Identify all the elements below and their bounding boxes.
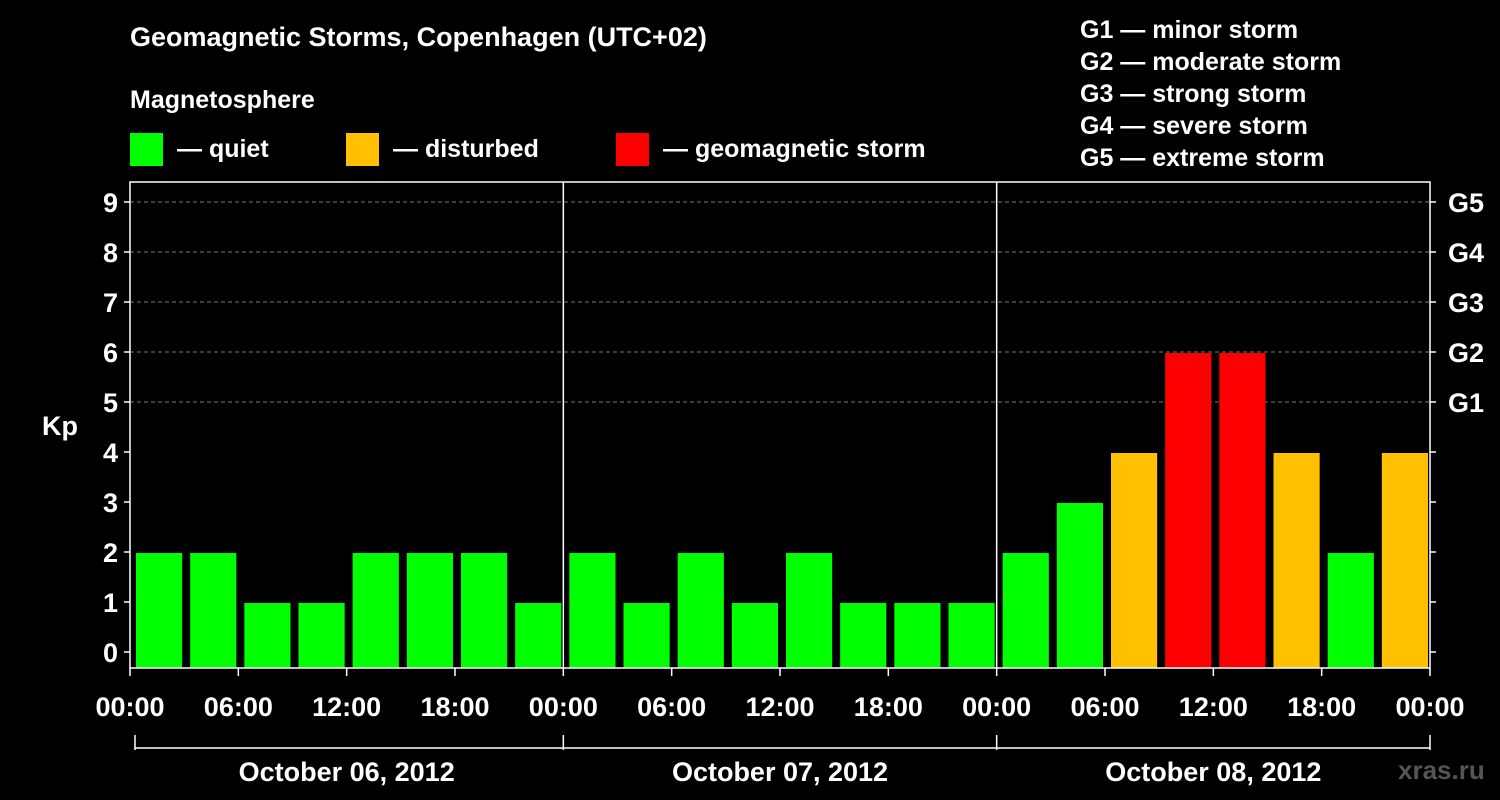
- kp-bar: [948, 603, 995, 668]
- kp-bar: [406, 553, 453, 668]
- legend-label-quiet: — quiet: [177, 134, 269, 163]
- g-scale-label: G3: [1448, 288, 1484, 318]
- y-tick-label: 3: [103, 488, 118, 518]
- g-scale-label: G1: [1448, 388, 1484, 418]
- kp-bar: [461, 553, 508, 668]
- legend-swatch-quiet: [130, 132, 163, 166]
- storm-scale-legend: G1 — minor storm G2 — moderate storm G3 …: [1080, 14, 1341, 174]
- y-tick-label: 5: [103, 388, 118, 418]
- kp-bar: [1327, 553, 1374, 668]
- kp-bar: [1002, 553, 1049, 668]
- legend-quiet: — quiet: [130, 132, 269, 166]
- storm-scale-g1: G1 — minor storm: [1080, 16, 1299, 44]
- x-tick-label: 18:00: [854, 692, 923, 722]
- kp-bar: [786, 553, 833, 668]
- x-tick-label: 18:00: [420, 692, 489, 722]
- kp-bar: [136, 553, 183, 668]
- x-tick-label: 06:00: [204, 692, 273, 722]
- y-axis-label: Kp: [42, 411, 78, 441]
- y-tick-label: 9: [103, 188, 118, 218]
- y-tick-label: 4: [103, 438, 118, 468]
- g-scale-label: G2: [1448, 338, 1484, 368]
- day-label: October 06, 2012: [239, 757, 455, 787]
- chart-title: Geomagnetic Storms, Copenhagen (UTC+02): [130, 22, 707, 52]
- g-scale-label: G5: [1448, 188, 1484, 218]
- y-tick-label: 8: [103, 238, 118, 268]
- kp-bar: [352, 553, 399, 668]
- x-tick-label: 00:00: [95, 692, 164, 722]
- x-tick-label: 06:00: [1070, 692, 1139, 722]
- x-tick-label: 18:00: [1287, 692, 1356, 722]
- y-tick-label: 1: [103, 588, 118, 618]
- x-tick-label: 12:00: [1179, 692, 1248, 722]
- legend-label-disturbed: — disturbed: [393, 134, 539, 163]
- x-tick-label: 00:00: [1395, 692, 1464, 722]
- kp-bar: [1165, 353, 1212, 668]
- kp-bar: [840, 603, 887, 668]
- kp-bar: [677, 553, 724, 668]
- x-tick-label: 06:00: [637, 692, 706, 722]
- kp-bar: [1219, 353, 1266, 668]
- y-tick-label: 7: [103, 288, 118, 318]
- kp-bar: [1381, 453, 1428, 668]
- y-tick-label: 2: [103, 538, 118, 568]
- kp-bar: [894, 603, 941, 668]
- day-label: October 07, 2012: [672, 757, 888, 787]
- kp-bar: [244, 603, 291, 668]
- kp-bar: [190, 553, 237, 668]
- watermark: xras.ru: [1398, 755, 1485, 785]
- storm-scale-g5: G5 — extreme storm: [1080, 144, 1325, 172]
- x-tick-label: 12:00: [312, 692, 381, 722]
- kp-bar: [731, 603, 778, 668]
- kp-bar: [623, 603, 670, 668]
- kp-bar: [569, 553, 616, 668]
- storm-scale-g3: G3 — strong storm: [1080, 80, 1307, 108]
- kp-bar: [515, 603, 562, 668]
- storm-scale-g4: G4 — severe storm: [1080, 112, 1308, 140]
- y-tick-label: 0: [103, 638, 118, 668]
- legend-storm: — geomagnetic storm: [616, 132, 926, 166]
- x-tick-label: 12:00: [745, 692, 814, 722]
- legend-disturbed: — disturbed: [346, 132, 539, 166]
- kp-bar: [1273, 453, 1320, 668]
- x-tick-label: 00:00: [962, 692, 1031, 722]
- legend-swatch-storm: [616, 132, 649, 166]
- legend-label-storm: — geomagnetic storm: [663, 134, 926, 163]
- y-tick-label: 6: [103, 338, 118, 368]
- kp-bar: [298, 603, 345, 668]
- chart-subtitle: Magnetosphere: [130, 86, 315, 114]
- storm-scale-g2: G2 — moderate storm: [1080, 48, 1342, 76]
- x-tick-label: 00:00: [529, 692, 598, 722]
- kp-bar: [1111, 453, 1158, 668]
- kp-bar: [1056, 503, 1103, 668]
- day-label: October 08, 2012: [1105, 757, 1321, 787]
- g-scale-label: G4: [1448, 238, 1484, 268]
- legend-swatch-disturbed: [346, 132, 379, 166]
